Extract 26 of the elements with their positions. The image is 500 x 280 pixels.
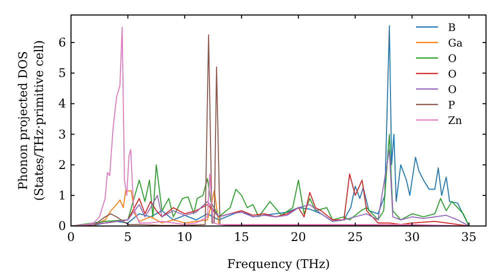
y-axis-title: Phonon projected DOS (States/THz·primitive cell) — [16, 40, 46, 201]
legend-label: B — [448, 22, 456, 34]
x-tick-label: 35 — [461, 230, 477, 244]
y-tick-label: 3 — [58, 127, 66, 142]
x-tick-label: 25 — [348, 230, 363, 244]
x-axis-title: Frequency (THz) — [227, 257, 330, 271]
line-series — [71, 134, 470, 226]
legend-label: P — [448, 100, 456, 112]
y-tick-label: 6 — [58, 36, 66, 50]
y-tick-label: 5 — [58, 66, 66, 80]
x-tick-label: 5 — [124, 230, 132, 244]
legend-label: Zn — [448, 115, 462, 127]
legend-label: Ga — [448, 38, 463, 50]
x-tick-label: 15 — [234, 230, 250, 244]
x-tick-label: 20 — [290, 230, 306, 244]
line-series — [71, 149, 470, 226]
legend-label: O — [448, 84, 457, 96]
y-tick-label: 0 — [58, 219, 66, 233]
x-tick-label: 10 — [177, 230, 192, 244]
y-tick-label: 1 — [58, 188, 66, 202]
legend-label: O — [448, 53, 457, 65]
legend-label: O — [448, 68, 457, 80]
x-tick-label: 30 — [404, 230, 420, 244]
y-tick-label: 4 — [58, 96, 66, 111]
y-tick-label: 2 — [58, 158, 66, 172]
x-tick-label: 0 — [67, 230, 75, 244]
